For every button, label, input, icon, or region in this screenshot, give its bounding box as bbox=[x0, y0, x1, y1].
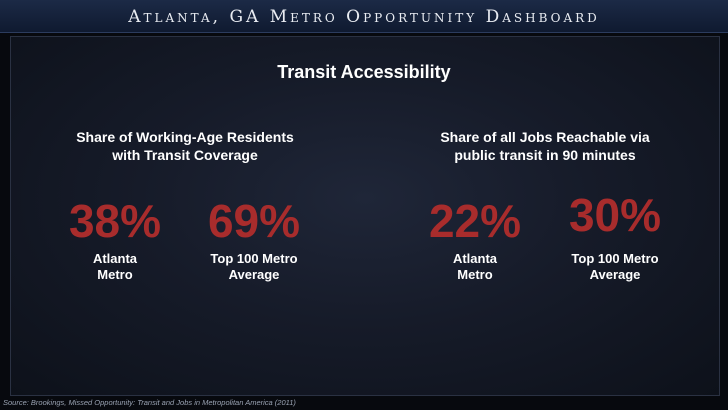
stat-label-atlanta-jobs: Atlanta Metro bbox=[410, 251, 540, 283]
main-panel bbox=[10, 36, 720, 396]
group-title-line: public transit in 90 minutes bbox=[454, 147, 636, 163]
stat-label-line: Average bbox=[589, 267, 641, 282]
stat-label-top100-jobs: Top 100 Metro Average bbox=[545, 251, 685, 283]
group-title-line: Share of Working-Age Residents bbox=[76, 129, 294, 145]
stat-value-top100-coverage: 69% bbox=[207, 195, 301, 247]
stat-value-atlanta-jobs: 22% bbox=[428, 195, 522, 247]
stat-label-line: Metro bbox=[97, 267, 133, 282]
stat-label-line: Atlanta bbox=[92, 251, 138, 266]
stat-label-line: Metro bbox=[457, 267, 493, 282]
stat-label-line: Atlanta bbox=[452, 251, 498, 266]
group-title-line: Share of all Jobs Reachable via bbox=[440, 129, 650, 145]
source-citation: Source: Brookings, Missed Opportunity: T… bbox=[3, 398, 296, 407]
dashboard-title: Atlanta, GA Metro Opportunity Dashboard bbox=[128, 7, 600, 27]
group-title-line: with Transit Coverage bbox=[112, 147, 258, 163]
group-title-transit-coverage: Share of Working-Age Residents with Tran… bbox=[40, 128, 330, 164]
group-title-jobs-reachable: Share of all Jobs Reachable via public t… bbox=[400, 128, 690, 164]
stat-label-line: Top 100 Metro bbox=[571, 251, 659, 266]
stat-label-atlanta-coverage: Atlanta Metro bbox=[50, 251, 180, 283]
header-bar bbox=[0, 0, 728, 33]
section-title: Transit Accessibility bbox=[277, 62, 451, 82]
stat-value-top100-jobs: 30% bbox=[568, 189, 662, 241]
stat-label-line: Top 100 Metro bbox=[210, 251, 298, 266]
stat-label-top100-coverage: Top 100 Metro Average bbox=[184, 251, 324, 283]
stat-label-line: Average bbox=[228, 267, 280, 282]
stat-value-atlanta-coverage: 38% bbox=[68, 195, 162, 247]
